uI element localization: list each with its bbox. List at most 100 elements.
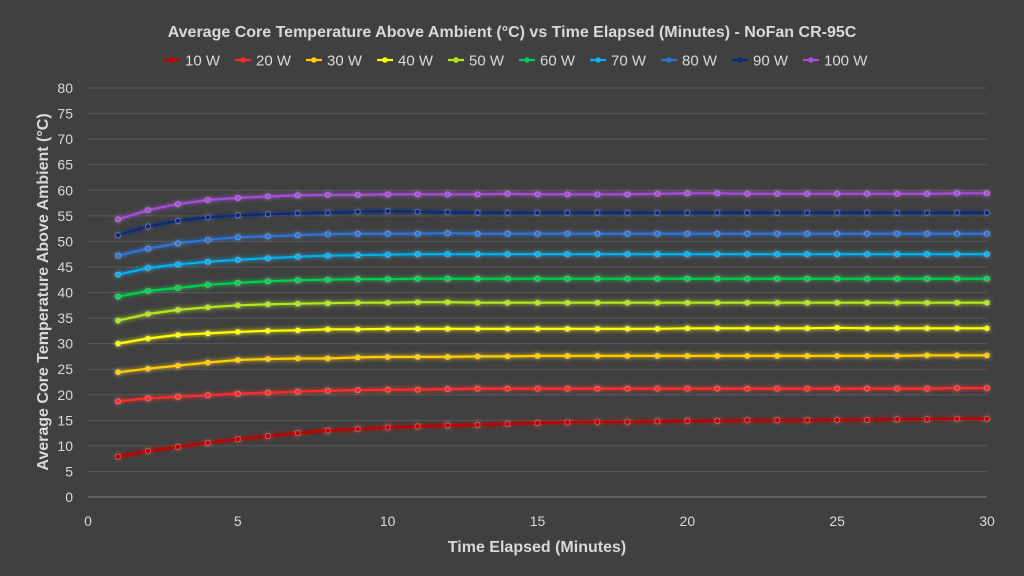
data-point <box>744 299 751 306</box>
data-point <box>534 419 541 426</box>
data-point <box>534 251 541 258</box>
data-point <box>324 276 331 283</box>
legend-item: 30 W <box>306 53 363 70</box>
data-point <box>174 218 181 224</box>
data-point <box>504 325 511 332</box>
data-point <box>115 340 121 347</box>
data-point <box>504 275 511 282</box>
data-point <box>474 230 481 237</box>
data-point <box>264 301 271 308</box>
y-tick-label: 0 <box>65 489 73 505</box>
data-point <box>744 230 751 237</box>
data-point <box>564 385 571 392</box>
legend-item: 80 W <box>661 53 718 70</box>
data-point <box>115 293 121 300</box>
data-point <box>474 209 481 216</box>
data-point <box>804 230 811 237</box>
data-point <box>204 359 211 366</box>
data-point <box>684 251 691 258</box>
data-point <box>384 325 391 332</box>
data-point <box>414 208 421 215</box>
y-tick-label: 60 <box>57 182 73 198</box>
data-point <box>774 275 781 282</box>
data-point <box>714 417 721 424</box>
data-point <box>894 352 900 359</box>
x-tick-label: 10 <box>380 513 396 529</box>
series-line <box>117 354 987 374</box>
data-point <box>294 430 301 436</box>
data-point <box>294 192 301 199</box>
data-point <box>384 251 391 258</box>
data-point <box>804 275 811 282</box>
data-point <box>774 251 781 258</box>
data-point <box>294 210 301 217</box>
data-point <box>414 325 421 332</box>
data-point <box>774 190 781 197</box>
data-point <box>804 209 811 216</box>
data-point <box>474 353 481 360</box>
data-point <box>474 325 481 332</box>
y-tick-label: 45 <box>57 259 73 275</box>
y-tick-label: 35 <box>57 310 73 326</box>
data-point <box>354 354 361 361</box>
tick-labels: 0 5 10 15 20 25 30 35 40 45 50 55 60 65 70 75 80 0 5 10 15 20… <box>57 80 995 529</box>
data-point <box>894 299 900 306</box>
legend-item: 20 W <box>235 53 292 70</box>
data-point <box>444 422 451 429</box>
data-point <box>564 209 571 216</box>
data-point <box>894 230 900 237</box>
data-point <box>264 233 271 240</box>
series-40w <box>115 324 990 347</box>
y-tick-label: 75 <box>57 106 73 122</box>
data-point <box>414 299 421 306</box>
data-point <box>924 251 930 258</box>
data-point <box>564 230 571 237</box>
data-point <box>954 209 960 216</box>
data-point <box>504 420 511 427</box>
x-axis-title: Time Elapsed (Minutes) <box>448 539 626 556</box>
data-point <box>324 355 331 362</box>
data-point <box>504 230 511 237</box>
legend-swatch-marker <box>382 57 388 63</box>
data-point <box>234 234 241 241</box>
data-point <box>174 332 181 338</box>
legend-label: 30 W <box>327 53 363 70</box>
data-point <box>294 277 301 284</box>
series-line <box>117 253 987 276</box>
data-point <box>654 209 661 216</box>
data-point <box>264 211 271 218</box>
data-point <box>145 448 151 454</box>
data-point <box>564 325 571 332</box>
data-point <box>384 276 391 283</box>
data-point <box>774 417 781 424</box>
data-point <box>624 352 631 359</box>
data-point <box>594 352 601 359</box>
data-point <box>354 299 361 306</box>
data-point <box>474 422 481 428</box>
data-point <box>234 328 241 335</box>
data-point <box>594 251 601 258</box>
data-point <box>714 275 721 282</box>
legend-swatch-marker <box>666 57 672 63</box>
data-point <box>774 325 781 332</box>
data-point <box>894 416 900 423</box>
data-point <box>294 388 301 395</box>
series-line <box>117 210 987 237</box>
data-point <box>145 245 151 252</box>
data-point <box>145 365 151 372</box>
series-70w <box>115 251 990 278</box>
data-point <box>654 385 661 392</box>
data-point <box>174 443 181 450</box>
series-30w <box>115 352 990 376</box>
data-point <box>294 355 301 362</box>
data-point <box>744 275 751 282</box>
series-10w <box>115 415 990 460</box>
data-point <box>954 352 960 359</box>
data-point <box>564 275 571 282</box>
data-point <box>414 230 421 237</box>
data-point <box>714 190 721 197</box>
data-point <box>115 317 121 324</box>
legend-label: 90 W <box>753 53 789 70</box>
x-tick-label: 15 <box>530 513 546 529</box>
data-point <box>115 271 121 278</box>
